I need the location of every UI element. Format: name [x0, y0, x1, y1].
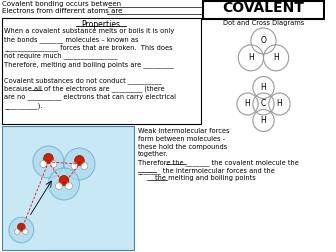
Text: H: H [245, 100, 250, 109]
Text: COVALENT: COVALENT [222, 1, 304, 15]
Text: ________________ forces that are broken.  This does: ________________ forces that are broken.… [4, 44, 172, 51]
Text: H: H [248, 53, 254, 62]
Circle shape [48, 168, 79, 200]
Circle shape [75, 155, 84, 166]
Text: When a covalent substance melts or boils it is only: When a covalent substance melts or boils… [4, 28, 174, 34]
Text: Electrons from different atoms are: Electrons from different atoms are [2, 8, 122, 14]
Circle shape [17, 223, 25, 231]
Circle shape [44, 153, 53, 164]
Text: H: H [277, 100, 282, 109]
Text: H: H [273, 53, 279, 62]
Text: these hold the compounds: these hold the compounds [137, 144, 227, 150]
Circle shape [9, 217, 34, 243]
Circle shape [66, 182, 72, 190]
Text: Weak intermolecular forces: Weak intermolecular forces [137, 128, 229, 134]
Circle shape [64, 148, 95, 180]
Text: H: H [261, 116, 266, 125]
Text: the melting and boiling points: the melting and boiling points [137, 175, 255, 181]
Circle shape [23, 229, 28, 234]
Circle shape [55, 182, 62, 190]
Circle shape [59, 175, 69, 185]
Circle shape [33, 146, 64, 178]
Circle shape [50, 161, 57, 168]
Text: Covalent bonding occurs between: Covalent bonding occurs between [2, 1, 121, 7]
Circle shape [40, 161, 47, 168]
Text: Therefore, melting and boiling points are _________: Therefore, melting and boiling points ar… [4, 61, 174, 68]
FancyBboxPatch shape [2, 126, 134, 250]
Text: H: H [261, 83, 266, 92]
Text: Dot and Cross Diagrams: Dot and Cross Diagrams [223, 20, 304, 26]
Text: are no __________ electrons that can carry electrical: are no __________ electrons that can car… [4, 93, 176, 100]
Text: Covalent substances do not conduct __________: Covalent substances do not conduct _____… [4, 77, 162, 84]
Text: together.: together. [137, 151, 168, 158]
FancyBboxPatch shape [203, 1, 324, 19]
Circle shape [14, 229, 20, 234]
Circle shape [71, 163, 78, 170]
FancyBboxPatch shape [2, 18, 202, 124]
Text: because all of the electrons are _________ (there: because all of the electrons are _______… [4, 85, 165, 92]
Text: not require much ________________: not require much ________________ [4, 53, 118, 59]
Text: C: C [261, 100, 266, 109]
Text: form between molecules -: form between molecules - [137, 136, 225, 142]
Text: __________).: __________). [4, 102, 42, 109]
Text: Therefore the _______ the covalent molecule the: Therefore the _______ the covalent molec… [137, 159, 298, 166]
Text: O: O [260, 37, 266, 45]
Circle shape [81, 163, 88, 170]
Text: Properties: Properties [81, 20, 120, 29]
Text: _______ the intermolecular forces and the: _______ the intermolecular forces and th… [137, 167, 276, 174]
Text: the bonds _______ molecules – known as: the bonds _______ molecules – known as [4, 36, 138, 43]
